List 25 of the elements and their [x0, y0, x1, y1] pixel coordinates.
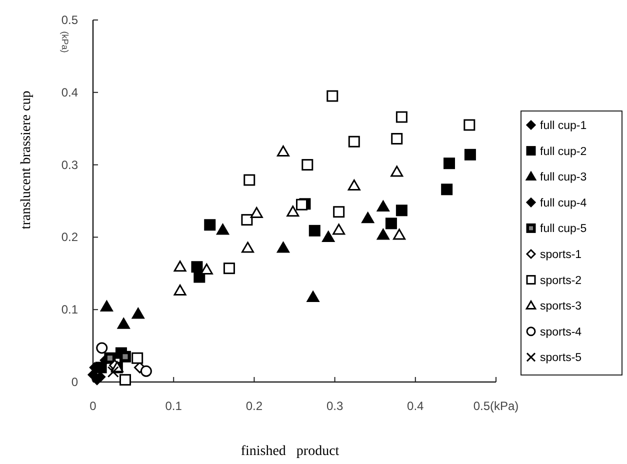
y-tick-label: 0.4: [61, 85, 78, 100]
y-tick-label: 0.2: [61, 230, 78, 244]
x-tick-label: 0.3: [326, 399, 344, 413]
legend-label: full cup-3: [540, 172, 587, 184]
x-axis-title: finished product: [240, 444, 340, 459]
legend-label: full cup-2: [540, 146, 587, 158]
y-axis-title: translucent brassiere cup: [19, 90, 34, 230]
legend-label: sports-3: [540, 300, 582, 313]
y-tick-label: 0.1: [61, 302, 78, 317]
legend-label: sports-5: [540, 352, 582, 364]
legend-label: sports-4: [540, 326, 582, 338]
x-tick-label: 0: [90, 399, 97, 413]
x-tick-label: 0.2: [246, 399, 263, 413]
text: (kPa): [60, 31, 70, 53]
legend-label: sports-2: [540, 274, 582, 287]
y-tick-label: 0.3: [61, 158, 78, 172]
x-tick-label: 0.1: [165, 399, 182, 413]
legend-label: full cup-4: [540, 197, 588, 210]
legend-label: full cup-5: [540, 223, 587, 236]
y-tick-label: 0.5: [61, 13, 78, 27]
y-tick-label: 0: [71, 375, 78, 389]
x-tick-label: 0.5(kPa): [473, 399, 519, 413]
legend-label: full cup-1: [540, 120, 587, 132]
legend-label: sports-1: [540, 249, 582, 261]
x-tick-label: 0.4: [407, 399, 424, 413]
